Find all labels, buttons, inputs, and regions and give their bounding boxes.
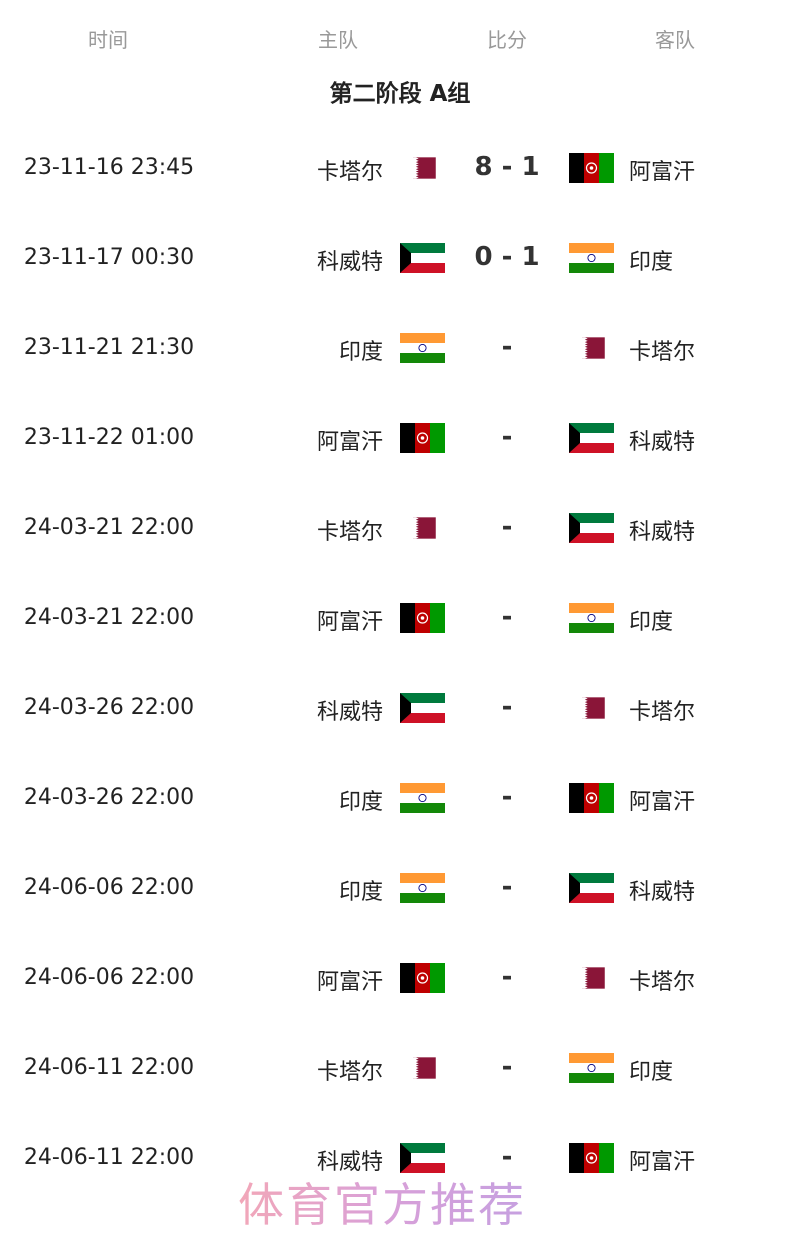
match-row[interactable]: 23-11-17 00:30 科威特 0 - 1 印度 <box>0 238 800 278</box>
match-score: - <box>501 872 513 902</box>
india-flag-icon <box>569 1053 614 1083</box>
match-row[interactable]: 24-03-21 22:00 卡塔尔 - 科威特 <box>0 508 800 548</box>
afghanistan-flag-icon <box>400 423 445 453</box>
home-team: 卡塔尔 <box>316 1060 383 1085</box>
kuwait-flag-icon <box>569 513 614 543</box>
home-team: 科威特 <box>316 250 383 275</box>
match-row[interactable]: 24-03-26 22:00 科威特 - 卡塔尔 <box>0 688 800 728</box>
match-row[interactable]: 23-11-21 21:30 印度 - 卡塔尔 <box>0 328 800 368</box>
home-team: 印度 <box>338 340 383 365</box>
match-score: - <box>501 1052 513 1082</box>
kuwait-flag-icon <box>569 873 614 903</box>
match-row[interactable]: 24-06-06 22:00 阿富汗 - 卡塔尔 <box>0 958 800 998</box>
match-score: 0 - 1 <box>474 242 540 272</box>
match-time: 23-11-16 23:45 <box>23 155 195 180</box>
afghanistan-flag-icon <box>569 1143 614 1173</box>
match-time: 24-06-11 22:00 <box>23 1145 195 1170</box>
home-team: 科威特 <box>316 700 383 725</box>
match-score: - <box>501 512 513 542</box>
qatar-flag-icon <box>582 693 614 723</box>
match-score: - <box>501 332 513 362</box>
afghanistan-flag-icon <box>400 603 445 633</box>
match-row[interactable]: 24-06-11 22:00 卡塔尔 - 印度 <box>0 1048 800 1088</box>
away-team: 印度 <box>629 610 674 635</box>
away-team: 科威特 <box>629 520 696 545</box>
match-time: 23-11-22 01:00 <box>23 425 195 450</box>
afghanistan-flag-icon <box>569 153 614 183</box>
away-team: 科威特 <box>629 880 696 905</box>
away-team: 阿富汗 <box>629 160 696 185</box>
match-time: 24-06-11 22:00 <box>23 1055 195 1080</box>
home-team: 卡塔尔 <box>316 160 383 185</box>
match-time: 24-06-06 22:00 <box>23 965 195 990</box>
match-time: 24-06-06 22:00 <box>23 875 195 900</box>
away-team: 卡塔尔 <box>629 970 696 995</box>
watermark: 体育官方推荐 <box>238 1178 526 1232</box>
home-team: 阿富汗 <box>316 430 383 455</box>
home-team: 科威特 <box>316 1150 383 1175</box>
kuwait-flag-icon <box>400 693 445 723</box>
match-score: - <box>501 422 513 452</box>
away-team: 阿富汗 <box>629 1150 696 1175</box>
home-team: 阿富汗 <box>316 610 383 635</box>
match-score: - <box>501 782 513 812</box>
home-team: 印度 <box>338 880 383 905</box>
match-time: 24-03-21 22:00 <box>23 515 195 540</box>
qatar-flag-icon <box>413 513 445 543</box>
header-home: 主队 <box>318 28 358 52</box>
afghanistan-flag-icon <box>400 963 445 993</box>
kuwait-flag-icon <box>400 243 445 273</box>
kuwait-flag-icon <box>400 1143 445 1173</box>
qatar-flag-icon <box>582 963 614 993</box>
match-time: 24-03-26 22:00 <box>23 695 195 720</box>
match-row[interactable]: 24-03-21 22:00 阿富汗 - 印度 <box>0 598 800 638</box>
qatar-flag-icon <box>413 153 445 183</box>
away-team: 卡塔尔 <box>629 340 696 365</box>
match-row[interactable]: 24-03-26 22:00 印度 - 阿富汗 <box>0 778 800 818</box>
group-title: 第二阶段 A组 <box>329 81 471 107</box>
india-flag-icon <box>400 783 445 813</box>
india-flag-icon <box>400 333 445 363</box>
match-score: - <box>501 602 513 632</box>
match-score: - <box>501 962 513 992</box>
match-score: 8 - 1 <box>474 152 540 182</box>
home-team: 阿富汗 <box>316 970 383 995</box>
match-row[interactable]: 24-06-11 22:00 科威特 - 阿富汗 <box>0 1138 800 1178</box>
header-time: 时间 <box>88 28 128 52</box>
header-score: 比分 <box>487 28 527 52</box>
india-flag-icon <box>569 243 614 273</box>
match-row[interactable]: 23-11-16 23:45 卡塔尔 8 - 1 阿富汗 <box>0 148 800 188</box>
match-time: 24-03-26 22:00 <box>23 785 195 810</box>
match-time: 24-03-21 22:00 <box>23 605 195 630</box>
match-score: - <box>501 692 513 722</box>
away-team: 科威特 <box>629 430 696 455</box>
match-time: 23-11-17 00:30 <box>23 245 195 270</box>
match-row[interactable]: 24-06-06 22:00 印度 - 科威特 <box>0 868 800 908</box>
match-row[interactable]: 23-11-22 01:00 阿富汗 - 科威特 <box>0 418 800 458</box>
away-team: 卡塔尔 <box>629 700 696 725</box>
india-flag-icon <box>569 603 614 633</box>
kuwait-flag-icon <box>569 423 614 453</box>
afghanistan-flag-icon <box>569 783 614 813</box>
away-team: 印度 <box>629 250 674 275</box>
match-time: 23-11-21 21:30 <box>23 335 195 360</box>
home-team: 卡塔尔 <box>316 520 383 545</box>
qatar-flag-icon <box>413 1053 445 1083</box>
away-team: 阿富汗 <box>629 790 696 815</box>
qatar-flag-icon <box>582 333 614 363</box>
home-team: 印度 <box>338 790 383 815</box>
match-score: - <box>501 1142 513 1172</box>
header-away: 客队 <box>655 28 695 52</box>
india-flag-icon <box>400 873 445 903</box>
away-team: 印度 <box>629 1060 674 1085</box>
